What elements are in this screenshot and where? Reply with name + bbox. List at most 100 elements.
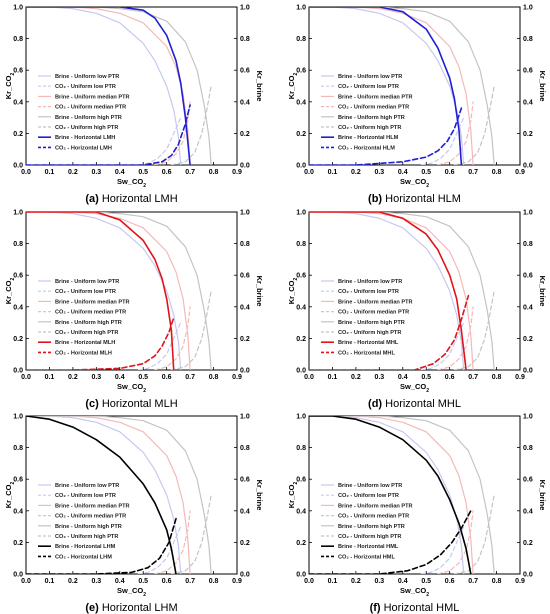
x-tick-label: 0.0 bbox=[21, 578, 31, 585]
series-group bbox=[26, 416, 212, 574]
x-tick-label: 0.9 bbox=[232, 578, 242, 585]
x-tick-label: 0.6 bbox=[162, 578, 172, 585]
uniform-co2-line bbox=[154, 306, 191, 370]
x-tick-label: 0.5 bbox=[138, 374, 148, 381]
y-tick-label-right: 0.8 bbox=[523, 445, 533, 452]
y-tick-label-right: 0.6 bbox=[240, 477, 250, 484]
x-axis-label: Sw_CO2 bbox=[117, 382, 146, 394]
y-axis-label-left: Kr_CO2 bbox=[4, 482, 16, 509]
plot-frame bbox=[308, 6, 521, 166]
legend-entry: CO₂ - Horizontal HML bbox=[338, 554, 395, 560]
x-tick-label: 0.8 bbox=[492, 578, 502, 585]
legend-entry: Brine - Uniform high PTR bbox=[55, 115, 122, 121]
x-tick-label: 0.9 bbox=[515, 374, 525, 381]
main-co2-line bbox=[26, 317, 175, 370]
y-tick-label-right: 0.0 bbox=[240, 368, 250, 375]
y-tick-label-left: 0.8 bbox=[13, 36, 23, 43]
uniform-co2-line bbox=[453, 85, 495, 165]
y-tick-label-right: 0.8 bbox=[523, 241, 533, 248]
x-tick-label: 0.1 bbox=[328, 169, 338, 176]
x-tick-label: 0.2 bbox=[351, 578, 361, 585]
legend-entry: Brine - Uniform median PTR bbox=[338, 94, 413, 100]
chart-panel-f: 0.0 0.1 0.2 0.3 0.4 0.5 0.6 0.7 0.8 0.90.00.20.40… bbox=[287, 414, 547, 614]
plot-frame bbox=[25, 415, 238, 575]
x-axis-label: Sw_CO2 bbox=[400, 382, 429, 394]
y-tick-label-left: 0.0 bbox=[13, 368, 23, 375]
y-tick-label-left: 0.2 bbox=[296, 336, 306, 343]
series-group bbox=[309, 416, 495, 574]
y-tick-label-left: 0.8 bbox=[296, 445, 306, 452]
y-axis-label-left: Kr_CO2 bbox=[287, 73, 299, 100]
y-tick-label-left: 0.2 bbox=[13, 131, 23, 138]
x-tick-label: 0.0 bbox=[21, 169, 31, 176]
y-axis-label-right: Kr_brine bbox=[255, 276, 264, 307]
panel-caption: (f) Horizontal HML bbox=[370, 602, 460, 614]
x-axis-label: Sw_CO2 bbox=[400, 177, 429, 189]
y-tick-label-right: 0.0 bbox=[523, 163, 533, 170]
panel-caption: (d) Horizontal MHL bbox=[368, 398, 461, 410]
x-tick-label: 0.8 bbox=[209, 374, 219, 381]
x-axis-label: Sw_CO2 bbox=[117, 177, 146, 189]
y-tick-label-left: 0.8 bbox=[13, 445, 23, 452]
x-tick-label: 0.9 bbox=[515, 578, 525, 585]
x-tick-label: 0.6 bbox=[445, 169, 455, 176]
x-tick-label: 0.5 bbox=[421, 578, 431, 585]
uniform-brine-line bbox=[309, 7, 474, 165]
x-tick-label: 0.0 bbox=[304, 169, 314, 176]
panel-caption: (e) Horizontal LHM bbox=[85, 602, 177, 614]
x-tick-label: 0.4 bbox=[115, 374, 125, 381]
x-tick-label: 0.3 bbox=[91, 578, 101, 585]
y-tick-label-left: 0.6 bbox=[13, 68, 23, 75]
y-tick-label-left: 0.8 bbox=[296, 241, 306, 248]
legend-entry: CO₂ - Uniform high PTR bbox=[338, 330, 401, 336]
x-tick-label: 0.0 bbox=[304, 578, 314, 585]
series-group bbox=[26, 212, 212, 370]
x-tick-label: 0.8 bbox=[209, 169, 219, 176]
legend-entry: Brine - Uniform high PTR bbox=[338, 115, 405, 121]
y-tick-label-right: 0.8 bbox=[240, 36, 250, 43]
x-tick-label: 0.7 bbox=[468, 169, 478, 176]
y-tick-label-left: 1.0 bbox=[296, 414, 306, 421]
x-axis-label: Sw_CO2 bbox=[117, 586, 146, 598]
x-tick-label: 0.7 bbox=[468, 578, 478, 585]
legend-entry: CO₂ - Horizontal MHL bbox=[338, 350, 395, 356]
y-tick-label-left: 0.0 bbox=[296, 163, 306, 170]
y-tick-label-right: 0.4 bbox=[523, 508, 533, 515]
y-axis-label-right: Kr_brine bbox=[538, 480, 547, 511]
x-tick-label: 0.7 bbox=[185, 578, 195, 585]
legend-entry: CO₂ - Uniform median PTR bbox=[338, 310, 409, 316]
y-tick-label-left: 0.0 bbox=[296, 572, 306, 579]
x-tick-label: 0.0 bbox=[304, 374, 314, 381]
uniform-co2-line bbox=[420, 322, 465, 370]
y-tick-label-left: 0.2 bbox=[296, 540, 306, 547]
legend-entry: CO₂ - Uniform high PTR bbox=[55, 125, 118, 131]
y-tick-label-left: 0.4 bbox=[13, 304, 23, 311]
y-tick-label-right: 1.0 bbox=[240, 414, 250, 421]
y-tick-label-left: 0.6 bbox=[13, 273, 23, 280]
series-group bbox=[309, 212, 495, 370]
x-tick-label: 0.9 bbox=[232, 169, 242, 176]
uniform-co2-line bbox=[437, 101, 474, 165]
x-tick-label: 0.1 bbox=[328, 578, 338, 585]
x-tick-label: 0.4 bbox=[398, 169, 408, 176]
x-tick-label: 0.6 bbox=[445, 578, 455, 585]
legend-entry: Brine - Horizontal LHM bbox=[55, 544, 116, 550]
chart-panel-d: 0.0 0.1 0.2 0.3 0.4 0.5 0.6 0.7 0.8 0.90.00.20.40… bbox=[287, 210, 547, 411]
legend-entry: Brine - Horizontal MLH bbox=[55, 340, 115, 346]
x-tick-label: 0.2 bbox=[68, 169, 78, 176]
legend-entry: Brine - Uniform low PTR bbox=[55, 483, 119, 489]
uniform-co2-line bbox=[170, 494, 212, 574]
legend-entry: CO₂ - Uniform low PTR bbox=[55, 493, 116, 499]
y-tick-label-left: 0.8 bbox=[296, 36, 306, 43]
legend-entry: CO₂ - Horizontal LMH bbox=[55, 145, 112, 151]
y-axis-label-left: Kr_CO2 bbox=[287, 482, 299, 509]
y-axis-label-left: Kr_CO2 bbox=[4, 73, 16, 100]
y-tick-label-right: 0.2 bbox=[240, 131, 250, 138]
chart-panel-c: 0.0 0.1 0.2 0.3 0.4 0.5 0.6 0.7 0.8 0.90.00.20.40… bbox=[4, 210, 264, 411]
y-tick-label-left: 0.2 bbox=[13, 336, 23, 343]
x-tick-label: 0.4 bbox=[398, 578, 408, 585]
uniform-co2-line bbox=[453, 290, 495, 370]
x-tick-label: 0.2 bbox=[351, 169, 361, 176]
legend-entry: CO₂ - Uniform low PTR bbox=[338, 289, 399, 295]
main-brine-line bbox=[309, 7, 463, 165]
